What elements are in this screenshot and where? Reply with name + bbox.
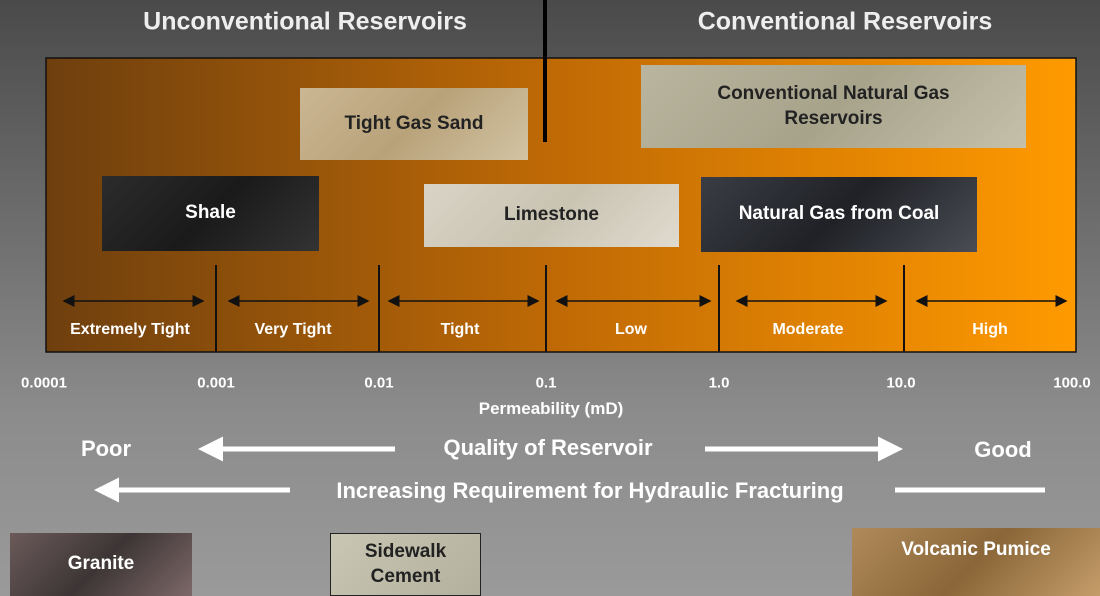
tick-label: 1.0 bbox=[709, 375, 730, 392]
tick-label: 0.1 bbox=[536, 375, 557, 392]
sample-granite: Granite bbox=[10, 533, 192, 596]
class-label: High bbox=[972, 321, 1008, 339]
header-right: Conventional Reservoirs bbox=[698, 8, 993, 37]
sample-cement: Sidewalk Cement bbox=[330, 533, 481, 596]
rock-coal: Natural Gas from Coal bbox=[701, 177, 977, 252]
class-label: Very Tight bbox=[254, 321, 331, 339]
fracturing-label: Increasing Requirement for Hydraulic Fra… bbox=[336, 478, 843, 504]
quality-label: Quality of Reservoir bbox=[443, 435, 652, 461]
axis-label: Permeability (mD) bbox=[479, 399, 624, 419]
rock-tight-gas-sand: Tight Gas Sand bbox=[300, 88, 528, 160]
sample-pumice: Volcanic Pumice bbox=[852, 528, 1100, 596]
rock-shale: Shale bbox=[102, 176, 319, 251]
tick-label: 100.0 bbox=[1053, 375, 1091, 392]
slide: Unconventional Reservoirs Conventional R… bbox=[0, 0, 1100, 596]
tick-label: 0.001 bbox=[197, 375, 235, 392]
good-label: Good bbox=[974, 437, 1031, 463]
class-label: Extremely Tight bbox=[70, 321, 190, 339]
tick-label: 0.0001 bbox=[21, 375, 67, 392]
class-label: Tight bbox=[441, 321, 480, 339]
rock-conventional: Conventional Natural Gas Reservoirs bbox=[641, 65, 1026, 148]
class-label: Low bbox=[615, 321, 647, 339]
poor-label: Poor bbox=[81, 436, 131, 462]
tick-label: 10.0 bbox=[886, 375, 915, 392]
header-left: Unconventional Reservoirs bbox=[143, 8, 467, 37]
class-label: Moderate bbox=[772, 321, 843, 339]
tick-label: 0.01 bbox=[364, 375, 393, 392]
rock-limestone: Limestone bbox=[424, 184, 679, 247]
